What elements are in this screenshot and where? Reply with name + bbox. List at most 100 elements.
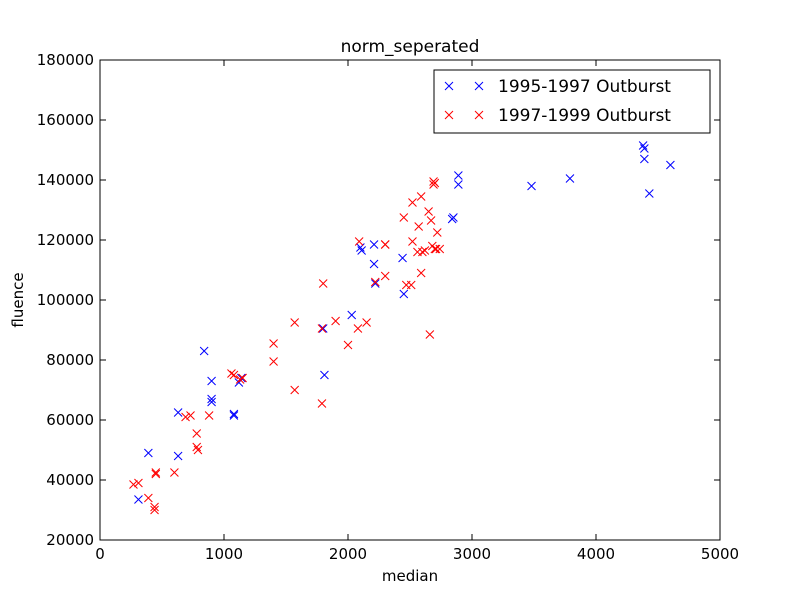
data-point [427, 241, 437, 251]
data-point [269, 357, 278, 366]
axis-ticks: 0 1000 2000 3000 4000 5000 20000 40000 60000 8000… [37, 51, 739, 563]
x-tick-label: 4000 [577, 545, 615, 563]
data-point [320, 370, 329, 380]
data-point [290, 318, 300, 327]
data-point [424, 207, 433, 216]
data-point [318, 324, 328, 333]
x-tick-label: 0 [95, 545, 105, 563]
data-point [235, 375, 245, 384]
data-point [638, 141, 648, 150]
x-axis-label: median [382, 567, 438, 585]
data-point [362, 318, 371, 327]
data-point [370, 277, 380, 287]
y-tick-label: 20000 [46, 531, 94, 549]
y-tick-label: 40000 [46, 471, 94, 489]
data-point [408, 237, 417, 246]
data-point [331, 316, 340, 326]
data-point [431, 244, 441, 254]
data-point [399, 289, 409, 299]
data-point [369, 240, 379, 249]
data-point [170, 468, 179, 477]
data-point [640, 154, 649, 164]
data-point [370, 279, 380, 288]
data-point [269, 339, 278, 348]
y-tick-label: 80000 [46, 351, 94, 369]
data-point [173, 451, 183, 461]
data-point [207, 376, 216, 386]
legend: 1995-1997 Outburst 1997-1999 Outburst [433, 69, 711, 134]
legend-label: 1995-1997 Outburst [498, 77, 671, 97]
plot-area-frame [99, 59, 721, 541]
data-point [416, 268, 426, 278]
data-point [380, 240, 390, 249]
legend-marker [444, 110, 454, 120]
data-point [192, 429, 202, 438]
data-point [414, 222, 424, 231]
data-point [399, 213, 409, 222]
data-point [398, 253, 407, 263]
data-point [318, 279, 328, 288]
x-tick-label: 5000 [701, 545, 739, 563]
x-tick-label: 3000 [453, 545, 491, 563]
data-point [406, 280, 416, 290]
data-point [144, 448, 153, 458]
y-tick-label: 100000 [37, 291, 94, 309]
data-point [181, 412, 190, 422]
data-point [193, 445, 203, 455]
series-2 [129, 177, 445, 515]
data-point [227, 369, 236, 378]
data-points [129, 141, 675, 515]
y-tick-label: 140000 [37, 171, 94, 189]
data-point [357, 246, 366, 255]
data-point [317, 399, 327, 408]
data-point [426, 216, 436, 225]
data-point [229, 409, 239, 419]
data-point [134, 495, 143, 504]
data-point [229, 411, 239, 420]
data-point [150, 505, 159, 515]
data-point [229, 370, 239, 380]
legend-marker [474, 110, 484, 120]
data-point [192, 442, 202, 452]
data-point [317, 324, 327, 333]
data-point [527, 181, 536, 191]
chart-title: norm_seperated [341, 37, 480, 57]
data-point [186, 411, 195, 420]
data-point [129, 480, 138, 489]
y-tick-label: 60000 [46, 411, 94, 429]
x-tick-label: 2000 [329, 545, 367, 563]
data-point [354, 237, 364, 246]
legend-marker [474, 81, 484, 91]
data-point [640, 144, 649, 153]
data-point [238, 373, 247, 383]
data-point [151, 468, 161, 477]
data-point [353, 324, 363, 333]
data-point [418, 247, 427, 257]
data-point [644, 189, 654, 198]
legend-box [433, 69, 711, 134]
data-point [369, 259, 379, 269]
data-point [151, 469, 161, 479]
data-point [144, 493, 153, 503]
data-point [454, 171, 463, 180]
data-point [420, 246, 430, 255]
data-point [173, 408, 183, 417]
x-tick-label: 1000 [205, 545, 243, 563]
data-point [565, 174, 575, 183]
legend-label: 1997-1999 Outburst [498, 106, 671, 126]
data-point [454, 180, 463, 189]
data-point [134, 478, 143, 488]
data-point [343, 340, 353, 350]
data-point [416, 192, 426, 201]
data-point [435, 244, 445, 254]
data-point [408, 198, 417, 207]
y-tick-label: 160000 [37, 111, 94, 129]
data-point [207, 397, 216, 407]
data-point [290, 385, 300, 395]
data-point [150, 502, 159, 512]
y-tick-label: 180000 [37, 51, 94, 69]
data-point [380, 271, 390, 281]
data-point [199, 346, 209, 356]
data-point [425, 330, 435, 339]
